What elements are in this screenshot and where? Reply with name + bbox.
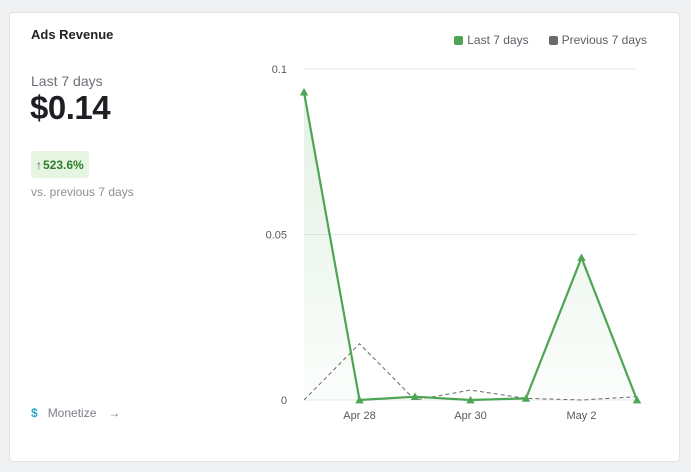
x-tick-label: May 2 bbox=[567, 410, 597, 422]
revenue-value: $0.14 bbox=[30, 89, 111, 126]
x-tick-label: Apr 30 bbox=[454, 410, 486, 422]
data-point-marker bbox=[299, 87, 309, 96]
legend-swatch-current bbox=[454, 35, 464, 45]
change-value: 523.6% bbox=[43, 157, 84, 172]
card-title: Ads Revenue bbox=[31, 27, 114, 42]
monetize-label: Monetize bbox=[47, 406, 97, 420]
monetize-link[interactable]: $ Monetize → bbox=[31, 406, 120, 420]
data-point-marker bbox=[410, 392, 420, 401]
series-area-current bbox=[304, 92, 637, 401]
chart-legend: Last 7 days Previous 7 days bbox=[454, 33, 647, 47]
x-tick-label: Apr 28 bbox=[343, 410, 375, 422]
legend-item-current[interactable]: Last 7 days bbox=[454, 33, 529, 47]
data-point-marker bbox=[521, 394, 531, 402]
y-tick-label: 0.05 bbox=[266, 230, 287, 242]
legend-label-previous: Previous 7 days bbox=[561, 33, 647, 47]
y-tick-label: 0 bbox=[281, 395, 287, 407]
data-point-marker bbox=[632, 395, 642, 404]
data-point-marker bbox=[355, 395, 364, 404]
arrow-right-icon: → bbox=[108, 406, 121, 420]
data-point-marker bbox=[466, 395, 475, 404]
legend-label-current: Last 7 days bbox=[467, 33, 529, 47]
legend-item-previous[interactable]: Previous 7 days bbox=[548, 33, 647, 47]
y-tick-label: 0.1 bbox=[272, 64, 287, 76]
arrow-up-icon: ↑ bbox=[36, 157, 42, 172]
dollar-icon: $ bbox=[31, 406, 38, 420]
period-label: Last 7 days bbox=[31, 73, 103, 89]
series-line-previous bbox=[303, 343, 638, 401]
legend-swatch-previous bbox=[548, 35, 558, 45]
change-badge: ↑ 523.6% bbox=[31, 151, 89, 178]
comparison-label: vs. previous 7 days bbox=[31, 185, 134, 199]
data-point-marker bbox=[577, 253, 586, 262]
